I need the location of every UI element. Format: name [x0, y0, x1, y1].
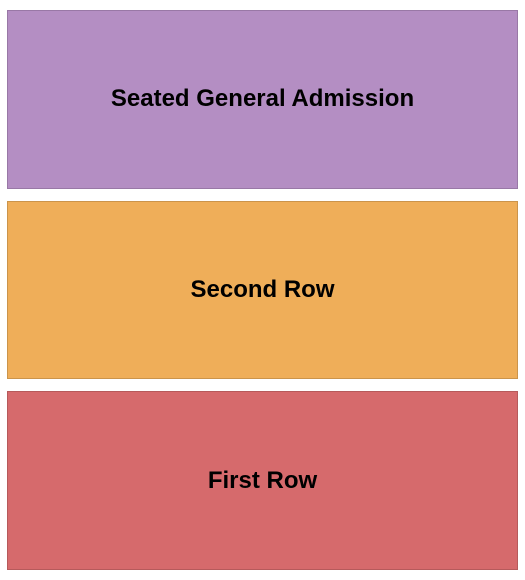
section-seated-ga[interactable]: Seated General Admission: [7, 10, 518, 189]
section-second-row[interactable]: Second Row: [7, 201, 518, 380]
section-label: Second Row: [190, 276, 334, 304]
section-label: First Row: [208, 467, 317, 495]
section-first-row[interactable]: First Row: [7, 391, 518, 570]
section-label: Seated General Admission: [111, 85, 414, 113]
